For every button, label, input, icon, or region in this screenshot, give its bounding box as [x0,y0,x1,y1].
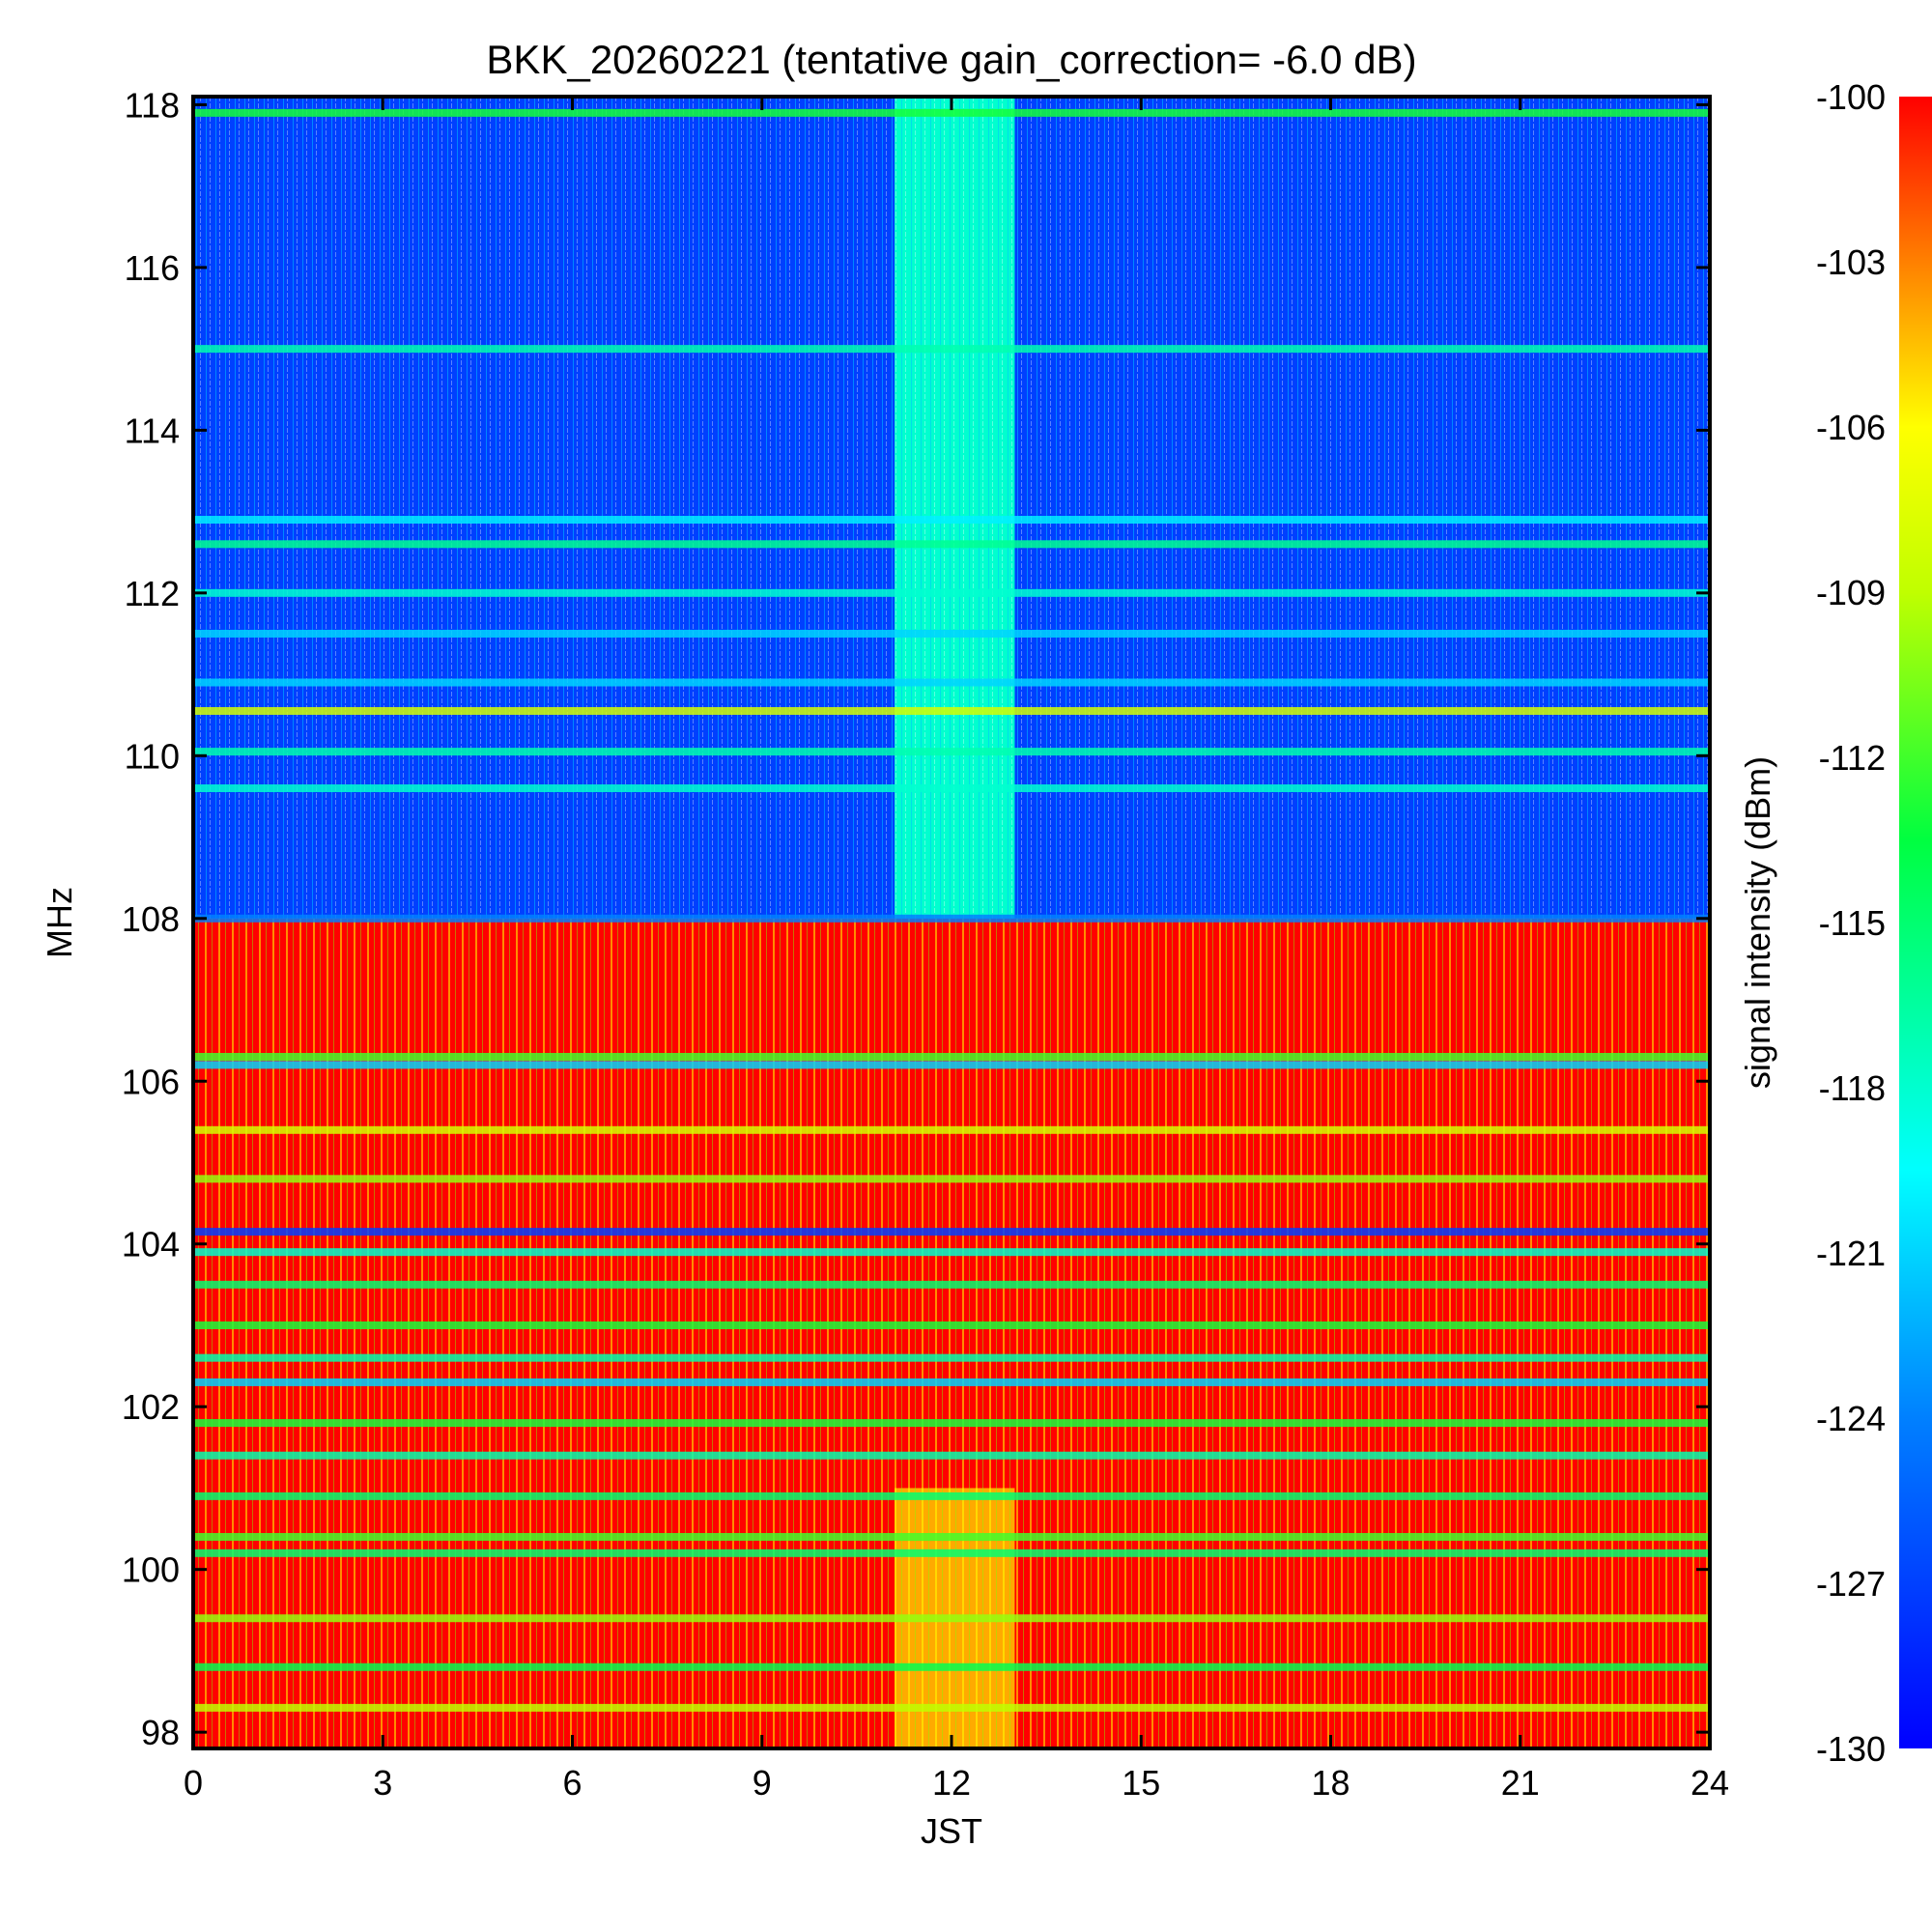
colorbar-tick-label: -130 [1816,1729,1886,1769]
chart-title: BKK_20260221 (tentative gain_correction=… [486,37,1416,82]
colorbar-tick-label: -100 [1816,77,1886,117]
y-tick-label: 112 [125,574,180,613]
heatmap-band-21 [193,1419,1710,1428]
colorbar-tick-label: -118 [1819,1068,1886,1108]
fm-band-texture [193,918,1710,1748]
heatmap-band-11 [193,1052,1710,1061]
heatmap-band-17 [193,1280,1710,1289]
colorbar-tick-label: -106 [1816,408,1886,447]
heatmap-band-0 [193,108,1710,117]
heatmap-band-12 [193,1061,1710,1069]
colorbar-tick-label: -112 [1819,738,1886,778]
heatmap-band-6 [193,678,1710,687]
x-axis-title: JST [921,1811,982,1851]
y-tick-label: 116 [125,248,180,288]
heatmap-band-2 [193,516,1710,525]
x-tick-label: 0 [184,1763,203,1803]
heatmap-band-16 [193,1248,1710,1257]
heatmap-band-23 [193,1492,1710,1500]
heatmap-area [193,97,1710,1748]
colorbar [1899,97,1932,1748]
heatmap-band-9 [193,784,1710,793]
colorbar-tick-label: -115 [1819,903,1886,943]
x-tick-label: 18 [1311,1763,1350,1803]
y-tick-label: 98 [141,1713,180,1752]
heatmap-band-19 [193,1353,1710,1362]
heatmap-band-14 [193,1175,1710,1183]
y-axis-title: MHz [40,887,79,958]
heatmap-band-7 [193,706,1710,715]
x-tick-label: 3 [373,1763,392,1803]
heatmap-band-8 [193,748,1710,756]
heatmap-band-18 [193,1321,1710,1329]
heatmap-band-10 [193,914,1710,923]
heatmap-band-15 [193,1228,1710,1236]
colorbar-ticks: -100 -103 -106 -109 -112 -115 -118 -121 -124 -127… [1816,77,1886,1769]
x-tick-label: 15 [1122,1763,1160,1803]
colorbar-tick-label: -124 [1816,1399,1886,1438]
heatmap-band-25 [193,1548,1710,1557]
heatmap-band-13 [193,1125,1710,1134]
x-tick-label: 9 [753,1763,772,1803]
heatmap-band-1 [193,345,1710,354]
heatmap-band-28 [193,1703,1710,1712]
x-tick-label: 21 [1501,1763,1540,1803]
heatmap-band-20 [193,1378,1710,1386]
y-tick-label: 110 [125,736,180,776]
y-tick-label: 106 [122,1062,180,1101]
heatmap-band-5 [193,629,1710,638]
y-tick-label: 114 [125,411,180,450]
colorbar-tick-label: -127 [1816,1564,1886,1604]
heatmap-band-3 [193,540,1710,549]
heatmap-band-22 [193,1451,1710,1460]
colorbar-tick-label: -121 [1816,1234,1886,1273]
colorbar-title: signal intensity (dBm) [1738,756,1777,1089]
y-tick-label: 118 [125,85,180,125]
y-tick-label: 100 [122,1550,180,1590]
heatmap-band-4 [193,588,1710,597]
colorbar-tick-label: -109 [1816,573,1886,612]
x-tick-label: 24 [1690,1763,1729,1803]
x-tick-label: 12 [932,1763,971,1803]
y-tick-label: 108 [122,899,180,939]
heatmap-band-24 [193,1532,1710,1541]
axes: 0 3 6 9 12 15 18 21 24 98 100 102 104 106 108 110 112 114… [122,85,1729,1803]
colorbar-tick-label: -103 [1816,242,1886,282]
x-tick-label: 6 [562,1763,582,1803]
heatmap-band-27 [193,1662,1710,1671]
aviation-band-texture [193,97,1710,919]
heatmap-band-26 [193,1614,1710,1623]
y-tick-label: 102 [122,1387,180,1427]
y-tick-label: 104 [122,1225,180,1264]
